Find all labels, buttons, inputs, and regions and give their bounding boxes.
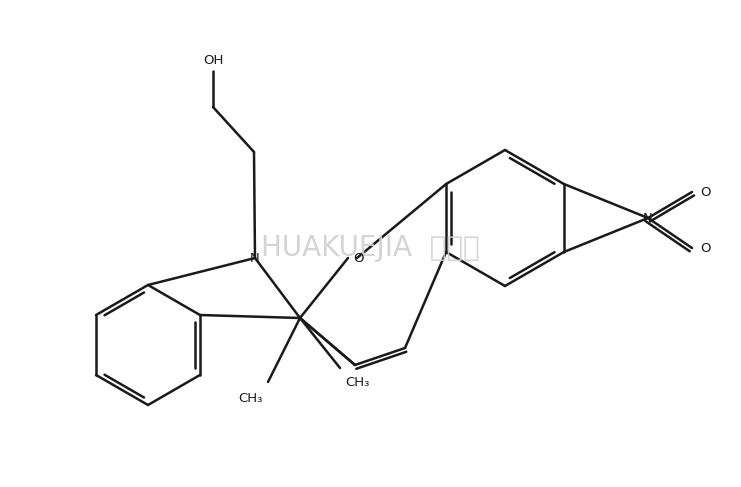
Text: O: O <box>700 186 711 199</box>
Text: O: O <box>353 251 364 264</box>
Text: N: N <box>643 211 653 225</box>
Text: CH₃: CH₃ <box>239 392 263 405</box>
Text: OH: OH <box>203 54 223 67</box>
Text: CH₃: CH₃ <box>345 376 369 389</box>
Text: HUAKUEJIA  化学品: HUAKUEJIA 化学品 <box>261 234 479 262</box>
Text: O: O <box>700 242 711 255</box>
Text: N: N <box>250 251 260 264</box>
